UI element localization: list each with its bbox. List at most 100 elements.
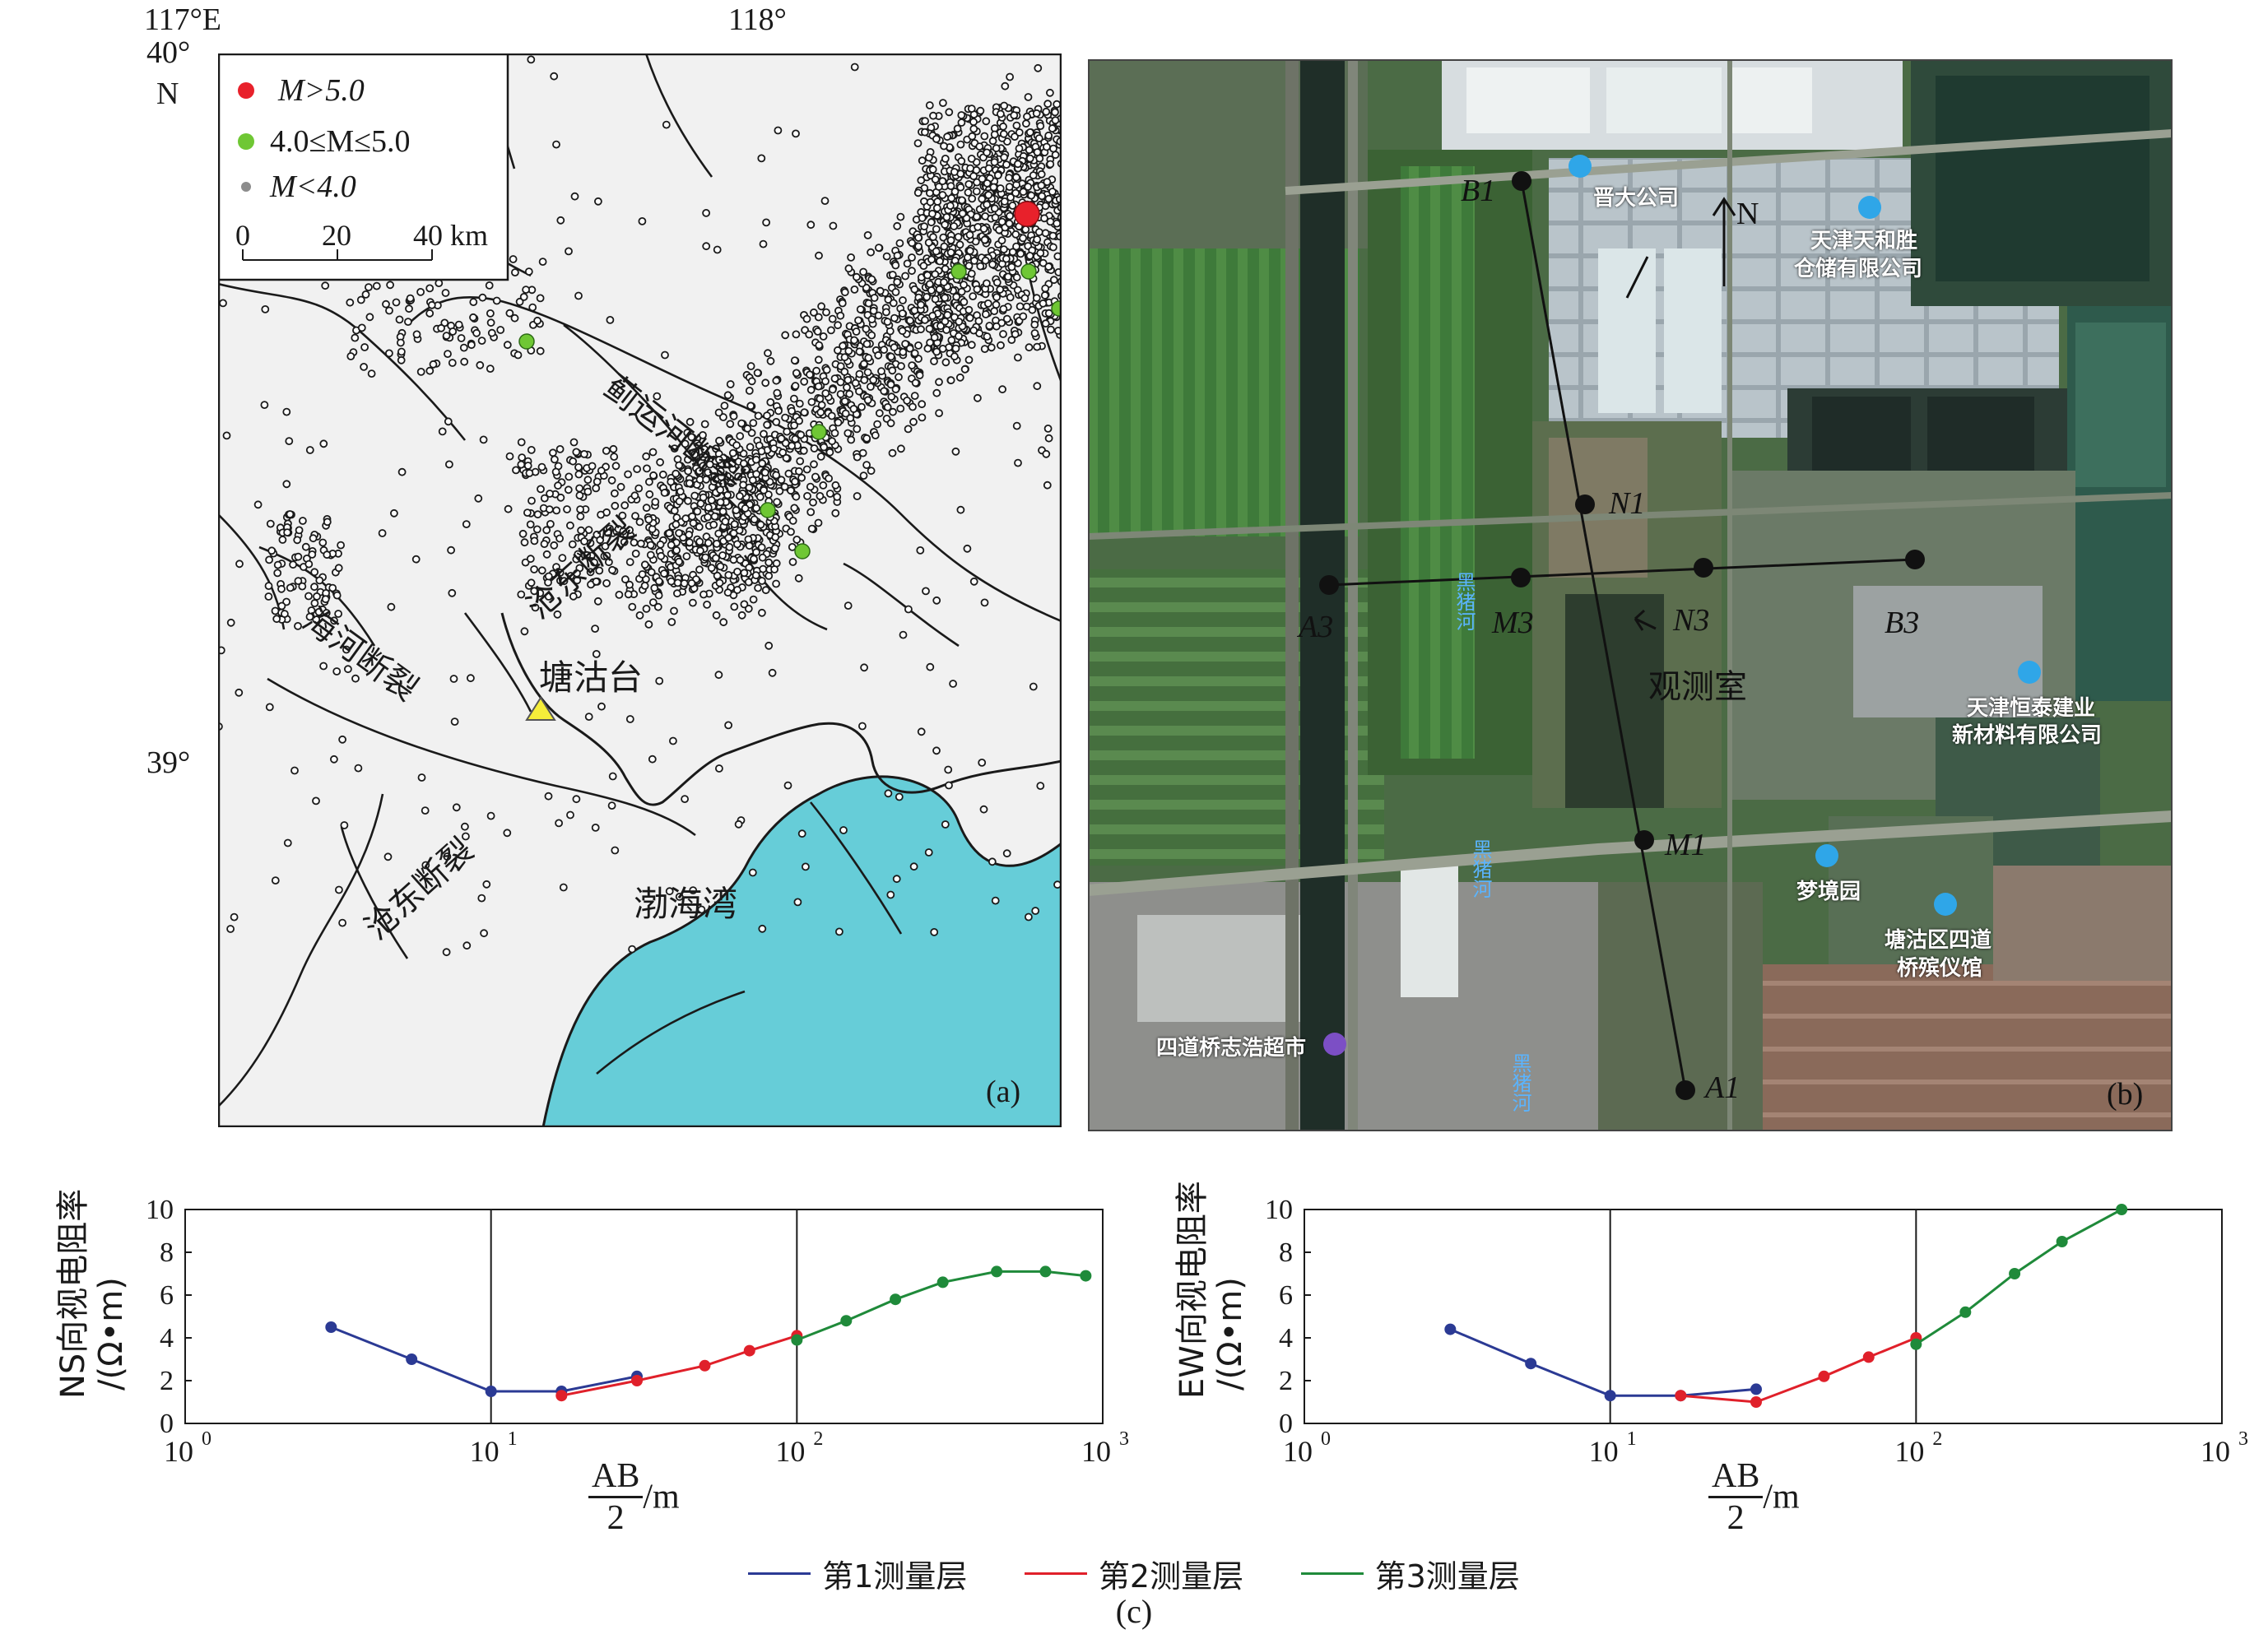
quake-dot <box>899 630 908 639</box>
quake-dot <box>230 912 239 922</box>
quake-dot <box>654 591 663 600</box>
quake-dot <box>886 380 895 389</box>
ns-xlabel: AB 2 /m <box>588 1456 680 1538</box>
quake-dot <box>917 325 925 334</box>
quake-dot <box>938 191 947 199</box>
point-layer1-1 <box>1525 1358 1537 1370</box>
quake-dot <box>973 212 981 221</box>
quake-dot <box>714 529 723 538</box>
quake-dot <box>1025 912 1033 922</box>
quake-dot <box>624 590 633 599</box>
quake-dot <box>295 526 304 535</box>
quake-dot <box>926 338 934 347</box>
quake-dot <box>849 405 858 413</box>
quake-dot <box>840 288 849 297</box>
quake-dot <box>840 367 849 376</box>
quake-dot <box>486 364 495 374</box>
quake-dot <box>999 330 1007 338</box>
quake-dot <box>987 343 996 352</box>
ns-xlabel-unit: /m <box>643 1478 680 1516</box>
electrode-a1: A1 <box>1705 1070 1741 1105</box>
quake-dot <box>699 462 708 471</box>
quake-dot <box>886 352 895 361</box>
quake-dot <box>690 450 699 459</box>
quake-dot <box>975 142 984 151</box>
quake-dot <box>462 941 472 950</box>
quake-dot <box>964 253 972 262</box>
legend-label-layer1: 第1测量层 <box>822 1558 968 1595</box>
quake-dot <box>924 153 933 162</box>
quake-dot <box>898 309 907 318</box>
scale-bar <box>242 249 433 261</box>
quake-dot <box>695 467 704 476</box>
quake-dot <box>917 300 925 309</box>
quake-dot <box>732 441 741 450</box>
quake-dot <box>827 326 835 335</box>
quake-dot <box>383 852 393 861</box>
quake-dot <box>1022 119 1030 128</box>
quake-dot <box>825 474 833 483</box>
quake-dot <box>855 387 863 396</box>
quake-dot <box>967 104 976 113</box>
quake-dot <box>764 349 772 358</box>
quake-dot <box>802 465 811 474</box>
quake-dot <box>988 260 997 269</box>
quake-dot <box>566 810 574 820</box>
quake-dot <box>976 262 985 271</box>
quake-dot <box>751 571 760 580</box>
quake-dot <box>957 287 966 296</box>
quake-dot <box>477 894 486 903</box>
quake-dot <box>867 467 876 476</box>
quake-dot <box>772 376 781 385</box>
quake-dot <box>704 504 713 512</box>
quake-dot <box>503 829 512 838</box>
quake-dot <box>588 462 597 471</box>
quake-dot <box>304 592 313 601</box>
quake-dot <box>889 407 897 416</box>
quake-dot <box>319 439 328 448</box>
large-quake-dot <box>1014 201 1040 227</box>
quake-dot <box>746 443 755 452</box>
quake-dot <box>945 781 953 790</box>
poi-sidao-1: 塘沽区四道 <box>1885 928 1992 953</box>
quake-dot <box>523 462 532 470</box>
quake-dot <box>1048 188 1057 196</box>
quake-dot <box>555 444 565 453</box>
quake-dot <box>536 589 545 597</box>
quake-dot <box>787 486 795 495</box>
quake-dot <box>618 511 627 520</box>
quake-dot <box>565 247 573 256</box>
quake-dot <box>760 429 768 439</box>
quake-dot <box>382 299 390 309</box>
quake-dot <box>332 667 342 676</box>
quake-dot <box>699 493 708 502</box>
quake-dot <box>611 846 620 855</box>
quake-dot <box>825 490 834 498</box>
quake-dot <box>828 314 837 323</box>
quake-dot <box>542 550 551 559</box>
quake-dot <box>992 293 1001 302</box>
quake-dot <box>758 608 766 617</box>
quake-dot <box>323 550 332 559</box>
xtick-label-2: 10 <box>1894 1435 1924 1468</box>
quake-dot <box>874 311 883 320</box>
quake-dot <box>979 225 988 233</box>
quake-dot <box>277 601 286 611</box>
quake-dot <box>649 471 658 480</box>
quake-dot <box>686 417 695 426</box>
quake-dot <box>761 378 770 388</box>
quake-dot <box>944 765 953 774</box>
quake-dot <box>1006 293 1015 302</box>
quake-dot <box>740 569 749 578</box>
quake-dot <box>741 504 750 513</box>
quake-dot <box>533 316 542 325</box>
lat-n-label: N <box>156 77 179 111</box>
satellite-image <box>1088 59 2173 1131</box>
quake-dot <box>737 611 746 620</box>
quake-dot <box>859 471 868 480</box>
quake-dot <box>908 253 916 262</box>
quake-dot <box>712 554 720 563</box>
quake-dot <box>1029 682 1038 691</box>
quake-dot <box>265 555 273 564</box>
point-layer3-1 <box>840 1315 853 1327</box>
